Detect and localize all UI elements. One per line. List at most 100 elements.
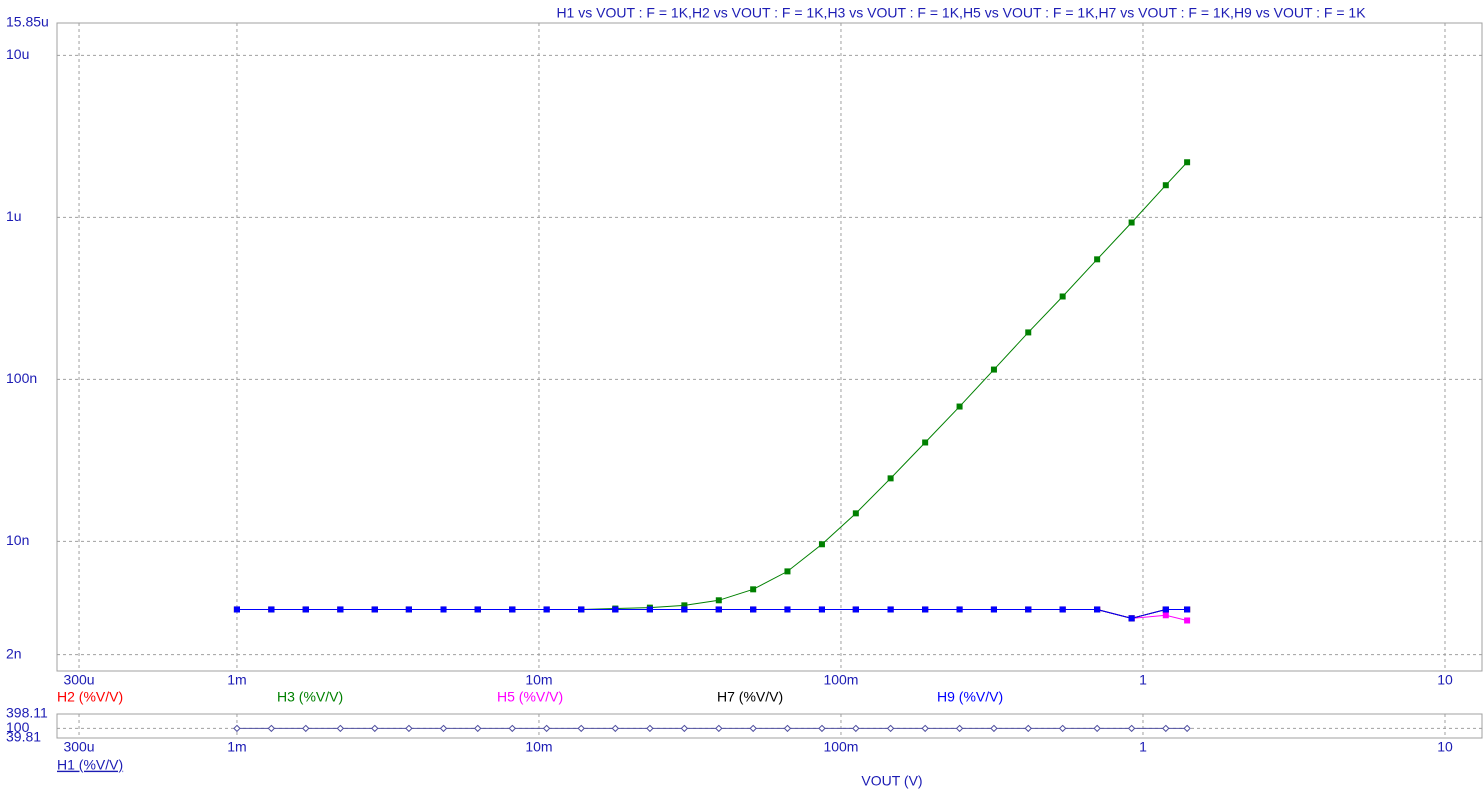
- data-marker: [921, 724, 929, 733]
- series-line: [236, 608, 1188, 619]
- x-tick-label: 100m: [823, 672, 858, 688]
- data-marker: [405, 724, 413, 733]
- data-marker: [612, 606, 619, 613]
- data-marker: [439, 724, 448, 733]
- data-marker: [1184, 606, 1191, 613]
- y-tick-label: 2n: [6, 645, 22, 661]
- x-tick-label: 10m: [525, 739, 552, 755]
- data-marker: [578, 606, 585, 613]
- y-tick-label: 1u: [6, 208, 22, 224]
- data-marker: [956, 606, 963, 613]
- data-marker: [646, 724, 654, 733]
- legend-label: H9 (%V/V): [937, 689, 1003, 705]
- data-marker: [852, 724, 860, 733]
- data-marker: [1059, 606, 1066, 613]
- y-tick-label: 398.11: [6, 705, 48, 721]
- data-marker: [646, 606, 653, 613]
- data-marker: [1162, 606, 1169, 613]
- data-marker: [268, 606, 275, 613]
- data-marker: [1183, 724, 1191, 733]
- x-tick-label: 1: [1139, 739, 1147, 755]
- series-line: [236, 608, 1188, 619]
- data-marker: [955, 724, 964, 733]
- y-tick-label: 100n: [6, 370, 37, 386]
- y-tick-label: 15.85u: [6, 14, 49, 30]
- series-line: [236, 161, 1188, 610]
- data-marker: [1058, 724, 1067, 733]
- data-marker: [783, 724, 792, 733]
- series-line: [236, 608, 1188, 621]
- data-marker: [1024, 724, 1032, 733]
- data-marker: [1127, 724, 1136, 733]
- data-marker: [1184, 617, 1191, 624]
- data-marker: [509, 606, 516, 613]
- legend-label: H7 (%V/V): [717, 689, 783, 705]
- plot-frame: [56, 22, 1483, 672]
- data-marker: [371, 606, 378, 613]
- data-marker: [233, 606, 240, 613]
- data-marker: [818, 541, 825, 548]
- data-marker: [1093, 724, 1101, 733]
- legend-label: H5 (%V/V): [497, 689, 563, 705]
- data-marker: [474, 724, 482, 733]
- data-marker: [1128, 219, 1135, 226]
- data-marker: [681, 606, 688, 613]
- x-tick-label: 10: [1437, 672, 1453, 688]
- data-marker: [611, 724, 620, 733]
- data-marker: [990, 724, 998, 733]
- x-tick-label: 300u: [63, 672, 94, 688]
- y-tick-label: 100: [6, 719, 30, 735]
- data-marker: [750, 606, 757, 613]
- x-tick-label: 300u: [63, 739, 94, 755]
- data-marker: [715, 724, 723, 733]
- legend-label: H3 (%V/V): [277, 689, 343, 705]
- data-marker: [750, 586, 757, 593]
- data-marker: [886, 724, 895, 733]
- series-line: [236, 608, 1188, 619]
- data-marker: [1184, 159, 1191, 166]
- data-marker: [405, 606, 412, 613]
- data-marker: [922, 439, 929, 446]
- y-tick-label: 10n: [6, 532, 29, 548]
- data-marker: [818, 724, 826, 733]
- data-marker: [267, 724, 276, 733]
- data-marker: [852, 510, 859, 517]
- plot-frame: [56, 713, 1483, 739]
- data-marker: [887, 475, 894, 482]
- data-marker: [990, 366, 997, 373]
- y-tick-label: 10u: [6, 46, 29, 62]
- data-marker: [680, 724, 689, 733]
- data-marker: [1094, 256, 1101, 263]
- data-marker: [715, 606, 722, 613]
- data-marker: [990, 606, 997, 613]
- data-marker: [1025, 606, 1032, 613]
- data-marker: [577, 724, 585, 733]
- data-marker: [715, 597, 722, 604]
- data-marker: [337, 606, 344, 613]
- data-marker: [336, 724, 345, 733]
- legend-label: H1 (%V/V): [57, 757, 123, 773]
- data-marker: [233, 724, 241, 733]
- x-axis-label: VOUT (V): [861, 773, 922, 789]
- data-marker: [818, 606, 825, 613]
- data-marker: [508, 724, 516, 733]
- data-marker: [749, 724, 757, 733]
- x-tick-label: 100m: [823, 739, 858, 755]
- data-marker: [1128, 615, 1135, 622]
- data-marker: [784, 606, 791, 613]
- data-marker: [1059, 293, 1066, 300]
- data-marker: [852, 606, 859, 613]
- x-tick-label: 1m: [227, 672, 246, 688]
- data-marker: [1162, 182, 1169, 189]
- data-marker: [922, 606, 929, 613]
- data-marker: [474, 606, 481, 613]
- data-marker: [371, 724, 379, 733]
- data-marker: [784, 568, 791, 575]
- data-marker: [1162, 724, 1170, 733]
- x-tick-label: 1: [1139, 672, 1147, 688]
- data-marker: [302, 724, 310, 733]
- y-tick-label: 39.81: [6, 729, 41, 745]
- data-marker: [1094, 606, 1101, 613]
- x-tick-label: 1m: [227, 739, 246, 755]
